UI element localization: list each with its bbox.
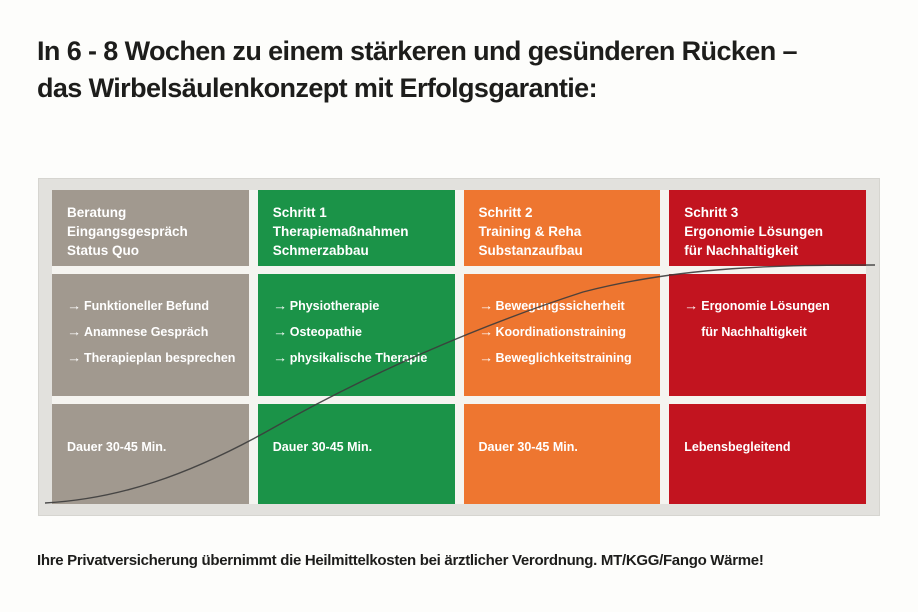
column-schritt-2-header: Schritt 2 Training & Reha Substanzaufbau [463,190,661,266]
column-schritt-2-duration: Dauer 30-45 Min. [463,404,661,504]
list-item: → Therapieplan besprechen [67,352,237,365]
column-schritt-1: Schritt 1 Therapiemaßnahmen Schmerzabbau… [257,190,455,504]
list-item-label: Anamnese Gespräch [84,325,209,339]
list-item-label: Osteopathie [289,325,362,339]
list-item: → Bewegungssicherheit [479,300,649,313]
column-schritt-2-body: → Bewegungssicherheit → Koordinationstra… [463,274,661,396]
concept-table: Beratung Eingangsgespräch Status Quo → F… [52,190,866,504]
column-schritt-3-body: → Ergonomie Lösungen für Nachhaltigkeit [669,274,866,396]
list-item: → Ergonomie Lösungen [684,300,854,313]
column-schritt-3-header: Schritt 3 Ergonomie Lösungen für Nachhal… [669,190,866,266]
column-beratung-duration: Dauer 30-45 Min. [52,404,249,504]
column-beratung-header: Beratung Eingangsgespräch Status Quo [52,190,249,266]
column-schritt-1-duration: Dauer 30-45 Min. [257,404,455,504]
arrow-icon: → [67,325,82,339]
list-item: → Koordinationstraining [479,326,649,339]
list-item: → Physiotherapie [273,300,443,313]
page-title: In 6 - 8 Wochen zu einem stärkeren und g… [37,36,798,103]
concept-table-frame: Beratung Eingangsgespräch Status Quo → F… [38,178,880,516]
list-item-label: Beweglichkeitstraining [495,351,632,365]
list-item: für Nachhaltigkeit [684,326,854,339]
column-beratung: Beratung Eingangsgespräch Status Quo → F… [52,190,249,504]
column-schritt-2: Schritt 2 Training & Reha Substanzaufbau… [463,190,661,504]
column-schritt-1-header: Schritt 1 Therapiemaßnahmen Schmerzabbau [257,190,455,266]
list-item-label: Koordinationstraining [495,325,627,339]
list-item-label: physikalische Therapie [289,351,428,365]
list-item-label: Physiotherapie [289,299,380,313]
arrow-icon: → [272,351,288,365]
arrow-icon: → [478,351,493,365]
column-schritt-3: Schritt 3 Ergonomie Lösungen für Nachhal… [669,190,866,504]
list-item-label: Funktioneller Befund [84,299,209,313]
footnote: Ihre Privatversicherung übernimmt die He… [37,552,764,569]
column-schritt-1-body: → Physiotherapie → Osteopathie → physika… [257,274,455,396]
list-item: → Anamnese Gespräch [67,326,237,339]
arrow-icon: → [272,299,288,313]
column-schritt-3-duration: Lebensbegleitend [669,404,866,504]
arrow-icon: → [478,325,493,339]
list-item-label: Ergonomie Lösungen [701,299,830,313]
list-item: → physikalische Therapie [273,352,443,365]
list-item-label: Therapieplan besprechen [84,351,236,365]
arrow-icon: → [272,325,288,339]
list-item-label: für Nachhaltigkeit [701,325,807,339]
arrow-icon: → [684,299,699,313]
arrow-icon: → [67,351,82,365]
arrow-icon: → [67,299,82,313]
list-item: → Osteopathie [273,326,443,339]
arrow-icon: → [478,299,493,313]
list-item: → Beweglichkeitstraining [479,352,649,365]
list-item-label: Bewegungssicherheit [495,299,625,313]
list-item: → Funktioneller Befund [67,300,237,313]
column-beratung-body: → Funktioneller Befund → Anamnese Gesprä… [52,274,249,396]
